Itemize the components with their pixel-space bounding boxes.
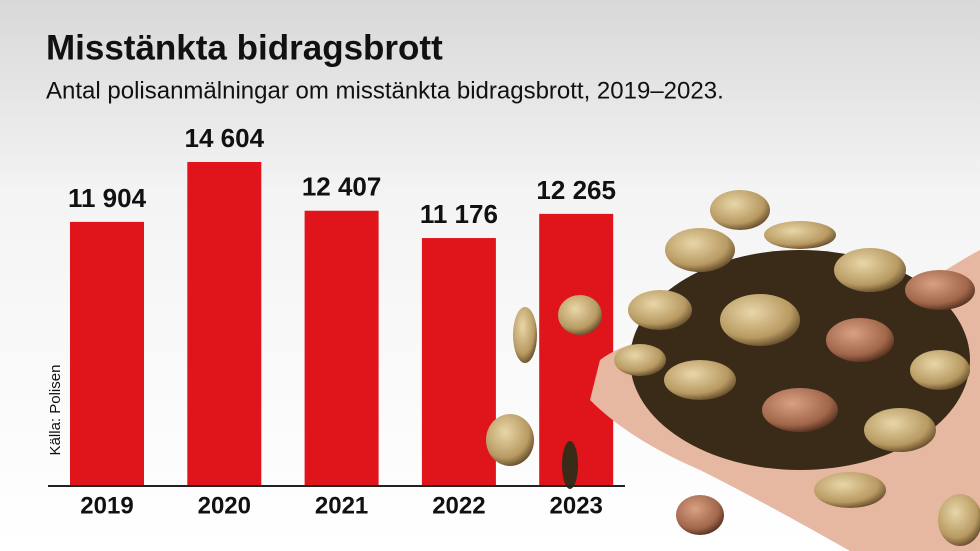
value-label: 12 407 [302, 172, 382, 202]
value-label: 11 904 [68, 183, 147, 213]
chart-subtitle: Antal polisanmälningar om misstänkta bid… [46, 77, 724, 104]
x-tick-label: 2020 [198, 492, 251, 519]
bar [304, 210, 379, 486]
x-tick-label: 2021 [315, 492, 368, 519]
x-tick-label: 2022 [432, 492, 485, 519]
bars [70, 162, 614, 486]
bar [421, 238, 496, 486]
value-label: 12 265 [536, 175, 616, 205]
bar [539, 213, 614, 486]
bar [70, 221, 144, 486]
bar [187, 162, 262, 486]
coins-illustration [486, 190, 980, 551]
source-note: Källa: Polisen [47, 365, 64, 456]
x-tick-label: 2019 [80, 492, 133, 519]
value-label: 11 176 [420, 199, 498, 229]
value-label: 14 604 [185, 123, 265, 153]
x-tick-label: 2023 [550, 492, 603, 519]
chart-title: Misstänkta bidragsbrott [46, 28, 443, 67]
